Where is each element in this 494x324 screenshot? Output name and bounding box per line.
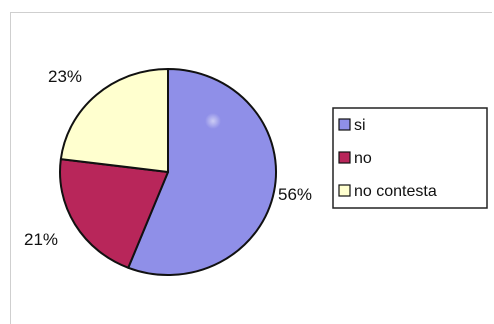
pie-slices (59, 68, 277, 276)
legend-swatch-si (338, 118, 351, 131)
legend-swatch-no (338, 151, 351, 164)
pie-slice-si (127, 68, 277, 276)
percent-label-no-contesta: 23% (48, 67, 82, 86)
legend-items: si no no contesta (338, 117, 437, 200)
legend-box (332, 107, 488, 209)
percent-label-no: 21% (24, 230, 58, 249)
legend-label-no: no (354, 150, 372, 167)
percent-label-si: 56% (278, 185, 312, 204)
legend-swatch-no-contesta (338, 184, 351, 197)
pie-slice-no (59, 158, 169, 269)
pie-slice-no-contesta (59, 68, 169, 173)
legend: si no no contesta (332, 107, 488, 209)
pie-highlight (205, 113, 221, 129)
legend-label-si: si (354, 117, 366, 134)
legend-label-no-contesta: no contesta (354, 183, 437, 200)
percent-labels: 56% 21% 23% (24, 67, 312, 249)
